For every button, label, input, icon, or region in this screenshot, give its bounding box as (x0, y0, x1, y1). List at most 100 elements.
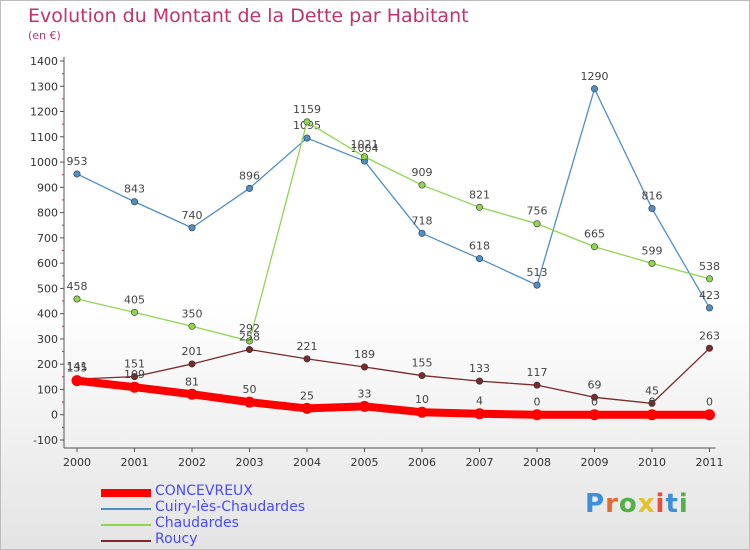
data-point (129, 381, 140, 393)
data-point (131, 308, 139, 316)
data-point (648, 205, 656, 213)
legend-swatch (101, 524, 151, 526)
data-label: 718 (412, 214, 433, 227)
logo-letter: i (678, 489, 689, 519)
series-line (76, 88, 711, 309)
y-tick-label: 1200 (30, 106, 58, 119)
data-point (590, 243, 598, 251)
data-point (303, 355, 311, 363)
x-tick-label: 2008 (523, 456, 551, 469)
legend-swatch (101, 508, 151, 510)
legend-label: CONCEVREUX (155, 483, 253, 499)
data-label: 953 (67, 155, 88, 168)
data-point (73, 295, 81, 303)
data-point (648, 399, 656, 407)
y-tick-label: 600 (37, 257, 58, 270)
data-label: 821 (469, 188, 490, 201)
data-label: 896 (239, 169, 260, 182)
data-label: 117 (527, 366, 548, 379)
y-tick-label: 400 (37, 308, 58, 321)
data-label: 843 (124, 183, 145, 196)
data-point (246, 337, 254, 345)
y-tick-label: 700 (37, 232, 58, 245)
series-line (76, 121, 711, 342)
data-label: 458 (67, 280, 88, 293)
data-point (475, 255, 483, 263)
data-label: 10 (415, 393, 429, 406)
data-label: 33 (358, 387, 372, 400)
data-label: 513 (527, 266, 548, 279)
y-tick-label: 800 (37, 207, 58, 220)
data-label: 0 (706, 396, 713, 409)
legend-swatch (101, 489, 151, 497)
x-tick-label: 2000 (63, 456, 91, 469)
data-label: 189 (354, 348, 375, 361)
data-point (475, 203, 483, 211)
data-label: 133 (469, 362, 490, 375)
data-label: 405 (124, 293, 145, 306)
data-point (360, 153, 368, 161)
data-label: 1021 (351, 138, 379, 151)
data-point (531, 409, 543, 421)
legend-label: Chaudardes (155, 515, 239, 531)
x-tick-label: 2010 (638, 456, 666, 469)
data-point (418, 372, 426, 380)
data-label: 141 (67, 360, 88, 373)
data-point (186, 388, 198, 400)
data-point (474, 408, 485, 420)
chart-title: Evolution du Montant de la Dette par Hab… (28, 5, 469, 27)
logo-letter: x (637, 489, 656, 519)
data-point (533, 281, 541, 289)
data-label: 0 (534, 396, 541, 409)
series-line (76, 347, 711, 405)
data-label: 135 (67, 362, 88, 375)
data-point (705, 344, 713, 352)
data-point (418, 181, 426, 189)
logo-letter: P (585, 489, 606, 519)
data-label: 258 (239, 331, 260, 344)
x-tick-label: 2003 (236, 456, 264, 469)
y-tick-label: 100 (37, 383, 58, 396)
data-point (188, 322, 196, 330)
data-label: 1095 (293, 119, 321, 132)
logo-letter: i (655, 489, 666, 519)
data-label: 292 (239, 322, 260, 335)
data-point (303, 118, 311, 126)
y-tick-label: 500 (37, 282, 58, 295)
data-label: 618 (469, 240, 490, 253)
logo-letter: o (618, 489, 638, 519)
y-tick-label: 900 (37, 181, 58, 194)
data-label: 221 (297, 340, 318, 353)
y-tick-label: 200 (37, 358, 58, 371)
data-point (244, 396, 255, 408)
data-point (188, 224, 196, 232)
data-point (646, 409, 658, 421)
logo-letter: t (665, 489, 679, 519)
data-label: 1159 (293, 103, 321, 116)
y-tick-label: 300 (37, 333, 58, 346)
data-point (704, 409, 715, 421)
y-tick-label: 1300 (30, 80, 58, 93)
data-point (533, 220, 541, 228)
x-tick-label: 2006 (408, 456, 436, 469)
data-label: 50 (243, 383, 257, 396)
y-tick-label: 1000 (30, 156, 58, 169)
data-point (188, 360, 196, 368)
data-point (648, 259, 656, 267)
data-point (71, 375, 83, 387)
x-tick-label: 2007 (466, 456, 494, 469)
y-tick-label: 1100 (30, 131, 58, 144)
data-point (131, 198, 139, 206)
data-point (359, 400, 370, 412)
legend-label: Roucy (155, 531, 198, 547)
data-label: 423 (699, 289, 720, 302)
data-label: 538 (699, 260, 720, 273)
data-label: 350 (182, 307, 203, 320)
logo-letter: r (605, 489, 619, 519)
x-tick-label: 2004 (293, 456, 321, 469)
data-point (590, 85, 598, 93)
data-point (705, 275, 713, 283)
data-point (705, 304, 713, 312)
